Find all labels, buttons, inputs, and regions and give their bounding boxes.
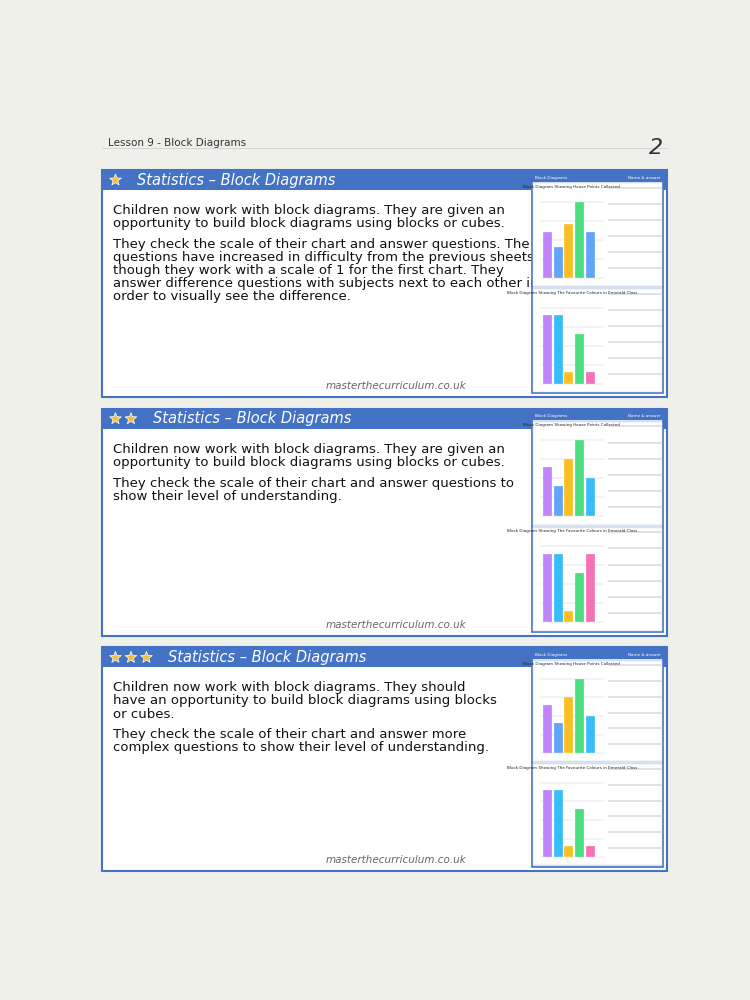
FancyBboxPatch shape [564, 372, 574, 384]
Text: though they work with a scale of 1 for the first chart. They: though they work with a scale of 1 for t… [113, 264, 504, 277]
FancyBboxPatch shape [543, 315, 552, 384]
Text: Statistics – Block Diagrams: Statistics – Block Diagrams [137, 173, 335, 188]
FancyBboxPatch shape [586, 716, 595, 753]
Polygon shape [140, 651, 152, 662]
FancyBboxPatch shape [543, 467, 552, 516]
Text: Block Diagram Showing The Favourite Colours in Emerald Class: Block Diagram Showing The Favourite Colo… [506, 291, 637, 295]
Text: Name & answer: Name & answer [628, 176, 660, 180]
Text: show their level of understanding.: show their level of understanding. [113, 490, 342, 503]
FancyBboxPatch shape [554, 247, 562, 278]
FancyBboxPatch shape [533, 422, 662, 525]
FancyBboxPatch shape [532, 174, 663, 393]
Text: Children now work with block diagrams. They are given an: Children now work with block diagrams. T… [113, 443, 505, 456]
Polygon shape [125, 651, 136, 662]
FancyBboxPatch shape [586, 372, 595, 384]
Text: questions have increased in difficulty from the previous sheets,: questions have increased in difficulty f… [113, 251, 538, 264]
FancyBboxPatch shape [532, 413, 663, 632]
FancyBboxPatch shape [533, 289, 662, 392]
Text: Block Diagrams: Block Diagrams [535, 653, 567, 657]
FancyBboxPatch shape [575, 809, 584, 857]
FancyBboxPatch shape [554, 554, 562, 622]
Text: Statistics – Block Diagrams: Statistics – Block Diagrams [168, 650, 367, 665]
FancyBboxPatch shape [543, 232, 552, 278]
Text: They check the scale of their chart and answer questions. The: They check the scale of their chart and … [113, 238, 530, 251]
FancyBboxPatch shape [532, 413, 663, 420]
Polygon shape [110, 174, 122, 185]
Text: have an opportunity to build block diagrams using blocks: have an opportunity to build block diagr… [113, 694, 497, 707]
FancyBboxPatch shape [554, 723, 562, 753]
FancyBboxPatch shape [564, 459, 574, 516]
FancyBboxPatch shape [543, 790, 552, 857]
Text: order to visually see the difference.: order to visually see the difference. [113, 290, 351, 303]
Text: answer difference questions with subjects next to each other in: answer difference questions with subject… [113, 277, 538, 290]
FancyBboxPatch shape [564, 224, 574, 278]
FancyBboxPatch shape [575, 573, 584, 622]
FancyBboxPatch shape [586, 846, 595, 857]
FancyBboxPatch shape [564, 697, 574, 753]
FancyBboxPatch shape [575, 334, 584, 384]
Text: Block Diagram Showing The Favourite Colours in Emerald Class: Block Diagram Showing The Favourite Colo… [506, 529, 637, 533]
Text: Block Diagram Showing House Points Collected: Block Diagram Showing House Points Colle… [524, 185, 620, 189]
FancyBboxPatch shape [101, 647, 668, 871]
Polygon shape [110, 413, 122, 424]
Polygon shape [110, 651, 122, 662]
FancyBboxPatch shape [532, 174, 663, 182]
FancyBboxPatch shape [586, 478, 595, 516]
Text: Children now work with block diagrams. They should: Children now work with block diagrams. T… [113, 681, 466, 694]
Text: masterthecurriculum.co.uk: masterthecurriculum.co.uk [326, 620, 466, 630]
Text: Statistics – Block Diagrams: Statistics – Block Diagrams [153, 411, 351, 426]
Text: Name & answer: Name & answer [628, 414, 660, 418]
Text: masterthecurriculum.co.uk: masterthecurriculum.co.uk [326, 855, 466, 865]
FancyBboxPatch shape [575, 679, 584, 753]
FancyBboxPatch shape [101, 170, 668, 190]
FancyBboxPatch shape [533, 528, 662, 631]
Text: Name & answer: Name & answer [628, 653, 660, 657]
Text: Children now work with block diagrams. They are given an: Children now work with block diagrams. T… [113, 204, 505, 217]
FancyBboxPatch shape [543, 705, 552, 753]
Text: 2: 2 [650, 138, 663, 158]
Text: Block Diagram Showing House Points Collected: Block Diagram Showing House Points Colle… [524, 662, 620, 666]
Text: They check the scale of their chart and answer questions to: They check the scale of their chart and … [113, 477, 514, 490]
FancyBboxPatch shape [575, 202, 584, 278]
FancyBboxPatch shape [101, 647, 668, 667]
FancyBboxPatch shape [554, 315, 562, 384]
Text: opportunity to build block diagrams using blocks or cubes.: opportunity to build block diagrams usin… [113, 217, 505, 230]
Text: Lesson 9 - Block Diagrams: Lesson 9 - Block Diagrams [108, 138, 246, 148]
FancyBboxPatch shape [586, 232, 595, 278]
FancyBboxPatch shape [101, 409, 668, 429]
Text: Block Diagram Showing The Favourite Colours in Emerald Class: Block Diagram Showing The Favourite Colo… [506, 766, 637, 770]
FancyBboxPatch shape [101, 409, 668, 636]
Text: masterthecurriculum.co.uk: masterthecurriculum.co.uk [326, 381, 466, 391]
FancyBboxPatch shape [554, 790, 562, 857]
Text: They check the scale of their chart and answer more: They check the scale of their chart and … [113, 728, 466, 741]
Text: opportunity to build block diagrams using blocks or cubes.: opportunity to build block diagrams usin… [113, 456, 505, 469]
Text: Block Diagrams: Block Diagrams [535, 414, 567, 418]
Polygon shape [125, 413, 136, 424]
FancyBboxPatch shape [532, 651, 663, 659]
FancyBboxPatch shape [543, 554, 552, 622]
FancyBboxPatch shape [533, 183, 662, 286]
Text: complex questions to show their level of understanding.: complex questions to show their level of… [113, 741, 489, 754]
FancyBboxPatch shape [554, 486, 562, 516]
FancyBboxPatch shape [586, 554, 595, 622]
FancyBboxPatch shape [564, 611, 574, 622]
FancyBboxPatch shape [532, 651, 663, 867]
FancyBboxPatch shape [101, 170, 668, 397]
Text: or cubes.: or cubes. [113, 708, 175, 721]
Text: Block Diagrams: Block Diagrams [535, 176, 567, 180]
Text: Block Diagram Showing House Points Collected: Block Diagram Showing House Points Colle… [524, 423, 620, 427]
FancyBboxPatch shape [575, 440, 584, 516]
FancyBboxPatch shape [533, 661, 662, 761]
FancyBboxPatch shape [533, 764, 662, 865]
FancyBboxPatch shape [564, 846, 574, 857]
